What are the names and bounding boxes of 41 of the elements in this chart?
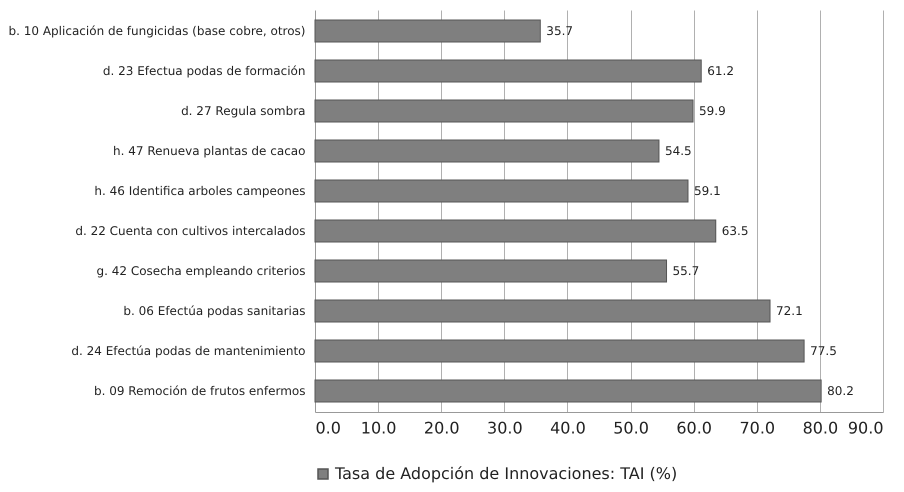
data-label: 35.7 <box>546 24 574 38</box>
x-tick-label: 80.0 <box>802 418 838 438</box>
bar <box>314 100 694 122</box>
y-tick-label: h. 46 Identifica arboles campeones <box>94 184 306 198</box>
data-label: 61.2 <box>707 64 734 78</box>
bar <box>314 220 716 242</box>
data-label: 59.9 <box>699 104 726 118</box>
bar <box>314 60 702 82</box>
data-label: 77.5 <box>810 344 837 358</box>
bar <box>314 140 660 162</box>
x-tick-label: 10.0 <box>360 418 396 438</box>
y-tick-label: b. 06 Efectúa podas sanitarias <box>123 304 306 318</box>
bar <box>314 260 668 282</box>
x-tick-label: 70.0 <box>739 418 776 438</box>
data-label: 54.5 <box>664 144 692 158</box>
data-label: 72.1 <box>776 304 803 318</box>
data-label: 63.5 <box>722 224 748 238</box>
bar <box>314 180 688 202</box>
x-tick-label: 30.0 <box>487 418 523 438</box>
y-tick-label: h. 47 Renueva plantas de cacao <box>113 144 306 158</box>
legend-label: Tasa de Adopción de Innovaciones: TAI (%) <box>334 464 678 483</box>
y-tick-label: g. 42 Cosecha empleando criterios <box>96 264 306 278</box>
y-tick-label: d. 22 Cuenta con cultivos intercalados <box>75 224 306 238</box>
bar <box>314 380 822 402</box>
y-tick-label: d. 24 Efectúa podas de mantenimiento <box>71 344 306 358</box>
bar <box>314 340 805 362</box>
y-tick-label: d. 27 Regula sombra <box>181 104 306 118</box>
x-tick-label: 50.0 <box>613 418 649 438</box>
x-tick-label: 0.0 <box>316 418 341 438</box>
data-label: 55.7 <box>672 264 700 278</box>
x-tick-label: 90.0 <box>848 418 884 438</box>
y-tick-label: b. 09 Remoción de frutos enfermos <box>94 384 306 398</box>
y-tick-label: d. 23 Efectua podas de formación <box>102 64 306 78</box>
bar <box>314 300 771 322</box>
data-label: 59.1 <box>694 184 721 198</box>
x-tick-label: 20.0 <box>424 418 460 438</box>
x-tick-label: 40.0 <box>550 418 586 438</box>
data-label: 80.2 <box>827 384 854 398</box>
bar <box>314 20 541 42</box>
x-tick-label: 60.0 <box>676 418 712 438</box>
y-tick-label: b. 10 Aplicación de fungicidas (base cobre, otros) <box>8 24 306 38</box>
